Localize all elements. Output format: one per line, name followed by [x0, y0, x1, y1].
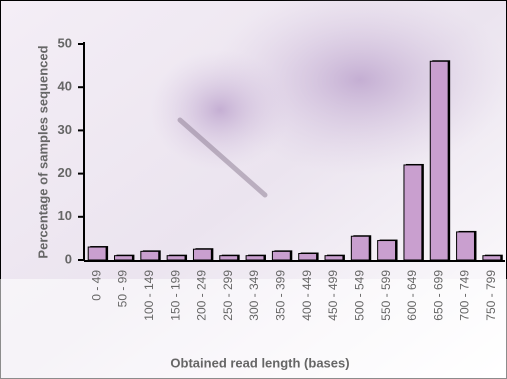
bar: [141, 251, 159, 260]
bar: [457, 232, 475, 260]
bar: [115, 256, 133, 260]
y-tick-label: 50: [58, 35, 72, 50]
x-tick-label: 300 - 349: [247, 270, 261, 321]
bar: [88, 247, 106, 260]
bar: [430, 61, 448, 260]
x-tick-label: 650 - 699: [431, 270, 445, 321]
x-tick-label: 150 - 199: [168, 270, 182, 321]
page: Obtained read length (bases) Percentage …: [0, 0, 507, 379]
y-tick-label: 40: [58, 79, 72, 94]
y-tick-label: 30: [58, 122, 72, 137]
x-tick-label: 500 - 549: [352, 270, 366, 321]
x-tick-label: 250 - 299: [221, 270, 235, 321]
bar: [193, 249, 211, 260]
bar: [167, 256, 185, 260]
x-tick-label: 700 - 749: [458, 270, 472, 321]
y-axis-title: Percentage of samples sequenced: [35, 45, 50, 258]
bar: [351, 236, 369, 260]
x-tick-label: 450 - 499: [326, 270, 340, 321]
x-tick-label: 350 - 399: [274, 270, 288, 321]
y-tick-label: 10: [58, 208, 72, 223]
x-tick-label: 0 - 49: [89, 270, 103, 301]
bar: [325, 256, 343, 260]
bar: [299, 254, 317, 260]
bar: [220, 256, 238, 260]
bar: [246, 256, 264, 260]
x-tick-label: 750 - 799: [484, 270, 498, 321]
y-tick-label: 20: [58, 165, 72, 180]
x-tick-label: 550 - 599: [379, 270, 393, 321]
x-tick-label: 400 - 449: [300, 270, 314, 321]
x-tick-label: 600 - 649: [405, 270, 419, 321]
bar: [483, 256, 501, 260]
bar: [272, 251, 290, 260]
x-tick-label: 200 - 249: [195, 270, 209, 321]
y-tick-label: 0: [65, 251, 72, 266]
x-tick-label: 100 - 149: [142, 270, 156, 321]
x-axis-title: Obtained read length (bases): [170, 355, 349, 370]
bar: [378, 241, 396, 260]
x-tick-label: 50 - 99: [116, 270, 130, 308]
bar: [404, 165, 422, 260]
chart: Obtained read length (bases) Percentage …: [0, 0, 507, 379]
